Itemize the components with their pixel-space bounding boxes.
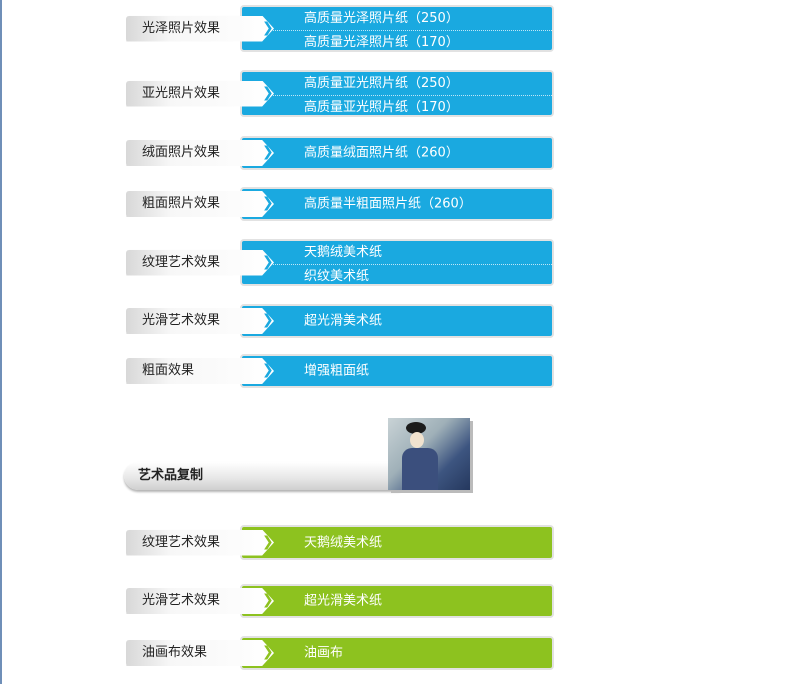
- paper-item-link[interactable]: 高质量半粗面照片纸（260）: [304, 196, 472, 212]
- chevron-right-icon: ❯: [262, 253, 274, 270]
- paper-list-panel: 油画布: [240, 636, 554, 670]
- paper-item-link[interactable]: 高质量光泽照片纸（170）: [304, 35, 459, 50]
- category-label-tab: 绒面照片效果: [126, 140, 274, 166]
- window-edge: [0, 0, 2, 684]
- paper-list-panel: 天鹅绒美术纸: [240, 525, 554, 560]
- artwork-thumbnail: [388, 418, 470, 490]
- chevron-right-icon: ❯: [262, 312, 274, 328]
- paper-list-panel: 高质量半粗面照片纸（260）: [240, 187, 554, 221]
- paper-category-row: 高质量半粗面照片纸（260） 粗面照片效果 ❯: [124, 187, 554, 221]
- paper-list-panel: 高质量绒面照片纸（260）: [240, 136, 554, 170]
- paper-item-link[interactable]: 超光滑美术纸: [304, 593, 383, 609]
- paper-category-row: 超光滑美术纸 光滑艺术效果 ❯: [124, 584, 554, 618]
- category-label-tab: 粗面照片效果: [126, 191, 274, 217]
- chevron-right-icon: ❯: [262, 19, 274, 36]
- paper-category-row: 天鹅绒美术纸 纹理艺术效果 ❯: [124, 525, 554, 560]
- paper-category-row: 高质量光泽照片纸（250） 高质量光泽照片纸（170） 光泽照片效果 ❯: [124, 5, 554, 52]
- paper-list-panel: 天鹅绒美术纸织纹美术纸: [240, 239, 554, 286]
- paper-list-panel: 增强粗面纸: [240, 354, 554, 388]
- chevron-right-icon: ❯: [262, 195, 274, 211]
- paper-list-panel: 超光滑美术纸: [240, 584, 554, 618]
- paper-category-row: 超光滑美术纸 光滑艺术效果 ❯: [124, 304, 554, 338]
- paper-item-link[interactable]: 高质量亚光照片纸（250）: [242, 72, 552, 96]
- paper-item-link[interactable]: 超光滑美术纸: [304, 313, 383, 329]
- paper-category-row: 增强粗面纸 粗面效果 ❯: [124, 354, 554, 388]
- paper-category-row: 高质量绒面照片纸（260） 绒面照片效果 ❯: [124, 136, 554, 170]
- paper-item-link[interactable]: 高质量绒面照片纸（260）: [304, 145, 459, 161]
- paper-item-link[interactable]: 增强粗面纸: [304, 363, 370, 379]
- chevron-right-icon: ❯: [262, 533, 274, 550]
- paper-item-link[interactable]: 油画布: [304, 645, 344, 661]
- category-label-tab: 纹理艺术效果: [126, 529, 274, 556]
- paper-category-row: 高质量亚光照片纸（250） 高质量亚光照片纸（170） 亚光照片效果 ❯: [124, 70, 554, 117]
- category-label-tab: 光泽照片效果: [126, 15, 274, 42]
- category-label-tab: 光滑艺术效果: [126, 308, 274, 334]
- category-label-tab: 纹理艺术效果: [126, 249, 274, 276]
- category-label-tab: 亚光照片效果: [126, 80, 274, 107]
- category-label-tab: 油画布效果: [126, 640, 274, 666]
- paper-item-link[interactable]: 天鹅绒美术纸: [304, 535, 383, 550]
- art-reproduction-header: 艺术品复制: [124, 462, 400, 490]
- chevron-right-icon: ❯: [262, 592, 274, 608]
- chevron-right-icon: ❯: [262, 144, 274, 160]
- paper-list-panel: 超光滑美术纸: [240, 304, 554, 338]
- chevron-right-icon: ❯: [262, 644, 274, 660]
- paper-item-link[interactable]: 织纹美术纸: [304, 269, 370, 284]
- paper-list-panel: 高质量亚光照片纸（250） 高质量亚光照片纸（170）: [240, 70, 554, 117]
- chevron-right-icon: ❯: [262, 362, 274, 378]
- chevron-right-icon: ❯: [262, 84, 274, 101]
- paper-item-link[interactable]: 高质量亚光照片纸（170）: [304, 100, 459, 115]
- paper-item-link[interactable]: 天鹅绒美术纸: [242, 241, 552, 265]
- category-label-tab: 光滑艺术效果: [126, 588, 274, 614]
- paper-category-row: 天鹅绒美术纸 织纹美术纸 纹理艺术效果 ❯: [124, 239, 554, 286]
- paper-list-panel: 高质量光泽照片纸（250） 高质量光泽照片纸（170）: [240, 5, 554, 52]
- paper-category-row: 油画布 油画布效果 ❯: [124, 636, 554, 670]
- paper-item-link[interactable]: 高质量光泽照片纸（250）: [242, 7, 552, 31]
- category-label-tab: 粗面效果: [126, 358, 274, 384]
